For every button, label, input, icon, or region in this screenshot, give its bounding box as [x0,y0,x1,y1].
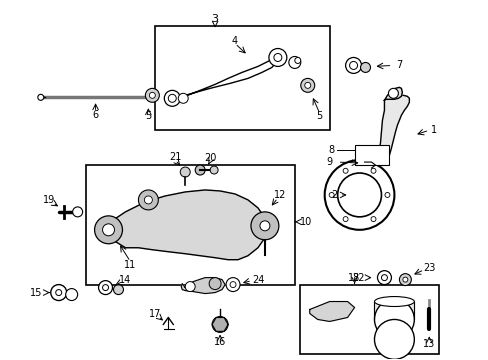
Bar [85,165,294,285]
Circle shape [180,167,190,177]
Circle shape [387,88,398,98]
Circle shape [145,88,159,102]
Circle shape [343,168,347,173]
Circle shape [51,285,66,301]
Circle shape [300,78,314,92]
Circle shape [304,82,310,88]
Circle shape [250,212,278,240]
Text: 8: 8 [328,145,334,155]
Circle shape [38,94,44,100]
Text: 1: 1 [430,125,436,135]
Text: 10: 10 [299,217,311,227]
Circle shape [337,173,381,217]
Circle shape [268,49,286,67]
Polygon shape [374,302,413,319]
Circle shape [345,58,361,73]
Polygon shape [181,278,224,293]
Circle shape [328,193,333,197]
Circle shape [381,275,386,280]
Circle shape [343,217,347,222]
Ellipse shape [374,297,413,306]
Circle shape [185,282,195,292]
Circle shape [99,280,112,294]
Circle shape [384,193,389,197]
Text: 4: 4 [231,36,238,46]
Circle shape [164,90,180,106]
Circle shape [56,289,61,296]
Circle shape [94,216,122,244]
Text: 7: 7 [395,60,402,71]
Text: 24: 24 [251,275,264,285]
Circle shape [370,217,375,222]
Circle shape [73,207,82,217]
Text: 6: 6 [92,110,99,120]
Text: 13: 13 [422,339,434,349]
Circle shape [229,282,236,288]
Circle shape [212,316,227,332]
Circle shape [294,58,300,63]
Text: 12: 12 [273,190,285,200]
Text: 20: 20 [203,153,216,163]
Text: 14: 14 [119,275,131,285]
Circle shape [399,274,410,285]
Circle shape [288,57,300,68]
Circle shape [360,62,370,72]
Text: 17: 17 [149,310,161,319]
Circle shape [273,54,281,62]
Circle shape [349,62,357,69]
Circle shape [374,319,413,359]
Text: 5: 5 [316,111,322,121]
Circle shape [377,271,390,285]
Text: 2: 2 [331,190,337,200]
Polygon shape [379,95,408,165]
Text: 11: 11 [124,260,136,270]
Circle shape [178,93,188,103]
Bar [155,26,329,130]
Text: 9: 9 [326,157,332,167]
Bar [354,145,388,165]
Circle shape [113,285,123,294]
Circle shape [209,278,221,289]
Polygon shape [384,87,402,100]
Circle shape [138,190,158,210]
Circle shape [102,285,108,291]
Text: 16: 16 [214,337,226,347]
Text: 3: 3 [211,14,218,24]
Circle shape [65,289,78,301]
Text: 21: 21 [169,152,181,162]
Text: 22: 22 [351,273,364,283]
Text: 15: 15 [30,288,42,298]
Circle shape [260,221,269,231]
Circle shape [149,92,155,98]
Circle shape [374,300,413,339]
Text: 23: 23 [422,263,435,273]
Circle shape [210,166,218,174]
Text: 18: 18 [348,273,360,283]
Text: 19: 19 [42,195,55,205]
Polygon shape [101,190,267,260]
Bar [299,285,438,354]
Circle shape [370,168,375,173]
Circle shape [168,94,176,102]
Circle shape [324,160,394,230]
Circle shape [144,196,152,204]
Text: 5: 5 [145,111,151,121]
Circle shape [102,224,114,236]
Circle shape [402,277,407,282]
Circle shape [225,278,240,292]
Polygon shape [309,302,354,321]
Circle shape [195,165,205,175]
